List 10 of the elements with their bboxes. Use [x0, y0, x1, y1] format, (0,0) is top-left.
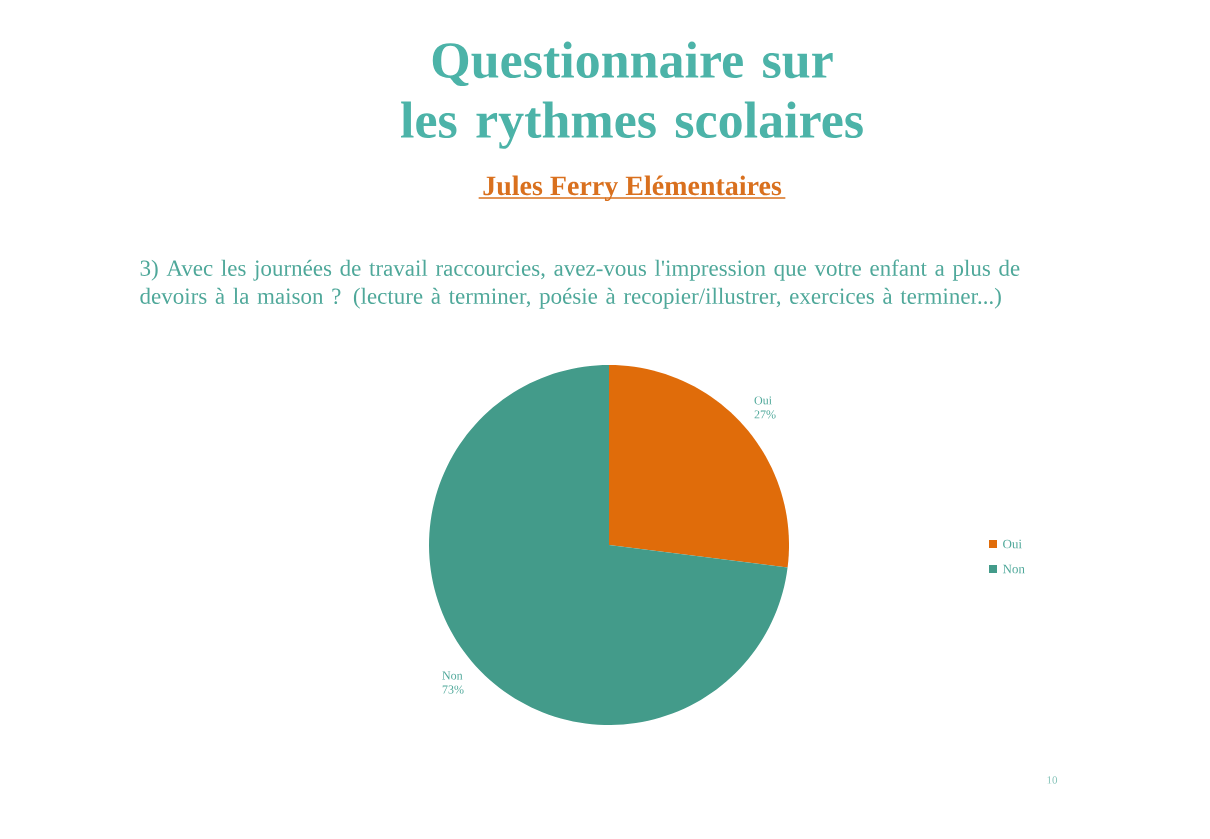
text: 3) Avec les journées de travail raccourcies, avez-vous l'impression que votre enfant a plus de devoirs à la maison ? (lecture à terminer, poésie à recopier/illustrer, exercices à terminer...)	[140, 259, 1020, 309]
legend-label: Oui	[1003, 539, 1022, 549]
slice-label: Non	[442, 671, 463, 680]
data-label: 73%	[442, 685, 464, 694]
legend-label: Non	[1002, 564, 1025, 574]
text: 10	[1047, 776, 1058, 784]
chart-subtitle: Jules Ferry Elémentaires	[483, 175, 782, 202]
chart-title: Questionnaire sur les rythmes scolaires	[401, 41, 863, 149]
slice-label: Oui	[754, 396, 772, 405]
data-label: 27%	[754, 410, 776, 419]
